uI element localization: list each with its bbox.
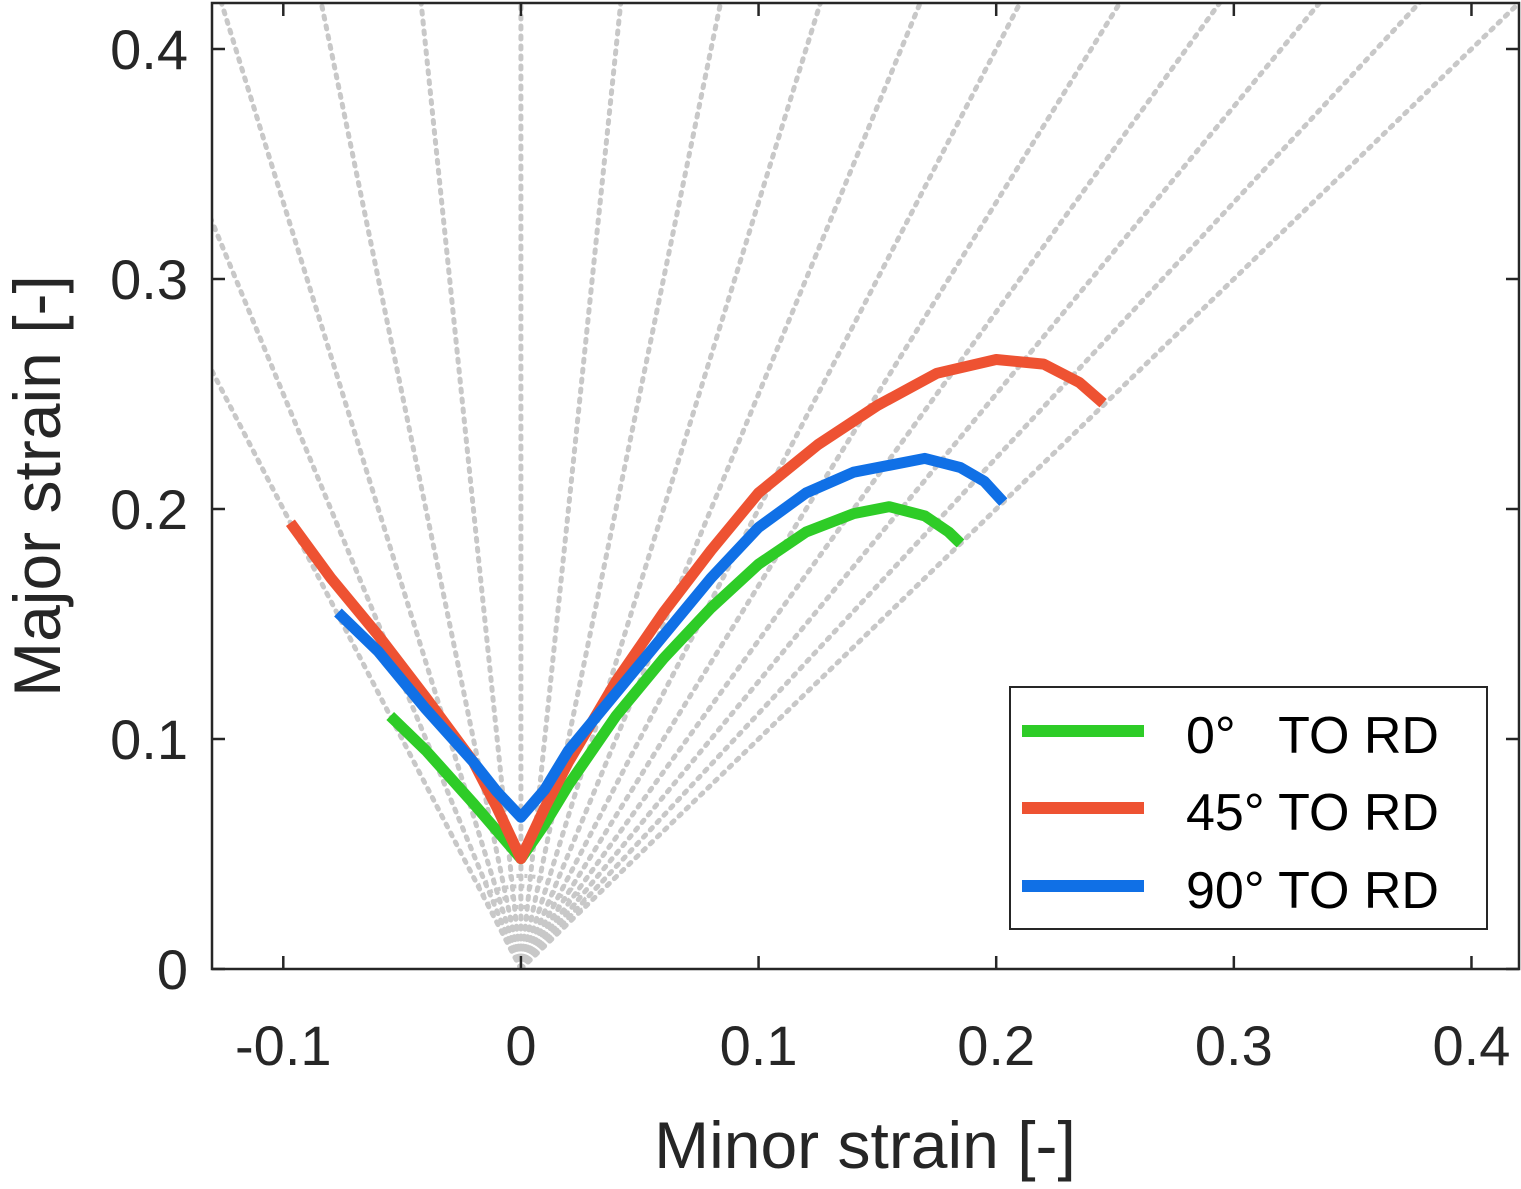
series-line-1	[285, 354, 1107, 865]
y-axis-label: Major strain [-]	[0, 275, 74, 697]
y-tick-label: 0.3	[110, 248, 188, 311]
reference-line-4	[418, 3, 524, 969]
y-tick-label: 0	[157, 938, 188, 1001]
reference-line-3	[318, 3, 524, 969]
series-line-0	[386, 501, 965, 865]
reference-arc-6	[491, 904, 568, 927]
legend-label-2: 90° TO RD	[1186, 862, 1439, 920]
series-group	[285, 354, 1107, 865]
reference-line-2	[218, 3, 524, 969]
reference-line-10	[518, 3, 1023, 969]
legend: 0° TO RD 45° TO RD 90° TO RD	[1009, 686, 1488, 930]
reference-line-14	[518, 3, 1423, 969]
reference-line-8	[518, 3, 823, 969]
x-tick-label: 0.2	[957, 1014, 1035, 1077]
x-tick-label: 0.3	[1195, 1014, 1273, 1077]
reference-arc-3	[505, 935, 545, 949]
x-tick-label: 0	[505, 1014, 536, 1077]
reference-line-0	[212, 365, 524, 969]
reference-line-1	[212, 214, 524, 969]
reference-arc-8	[481, 884, 583, 912]
x-tick-label: 0.1	[720, 1014, 798, 1077]
series-line-2	[334, 452, 1008, 823]
y-tick-label: 0.2	[110, 478, 188, 541]
reference-arc-1	[515, 956, 530, 964]
legend-label-1: 45° TO RD	[1186, 784, 1439, 842]
x-tick-label: 0.4	[1433, 1014, 1511, 1077]
reference-arc-5	[496, 915, 561, 934]
reference-line-7	[518, 3, 724, 969]
reference-arc-4	[500, 925, 553, 942]
x-tick-label: -0.1	[235, 1014, 332, 1077]
reference-line-12	[518, 3, 1223, 969]
y-tick-label: 0.4	[110, 18, 188, 81]
reference-line-6	[518, 3, 624, 969]
reference-line-15	[518, 3, 1519, 969]
x-axis-label: Minor strain [-]	[654, 1108, 1076, 1182]
reference-line-11	[518, 3, 1123, 969]
plot-frame	[210, 1, 1521, 971]
legend-label-0: 0° TO RD	[1186, 707, 1439, 765]
y-tick-label: 0.1	[110, 708, 188, 771]
axis-ticks: -0.1 0 0.1 0.2 0.3 0.4 0 0.1 0.2 0.3 0.4	[110, 3, 1519, 1077]
